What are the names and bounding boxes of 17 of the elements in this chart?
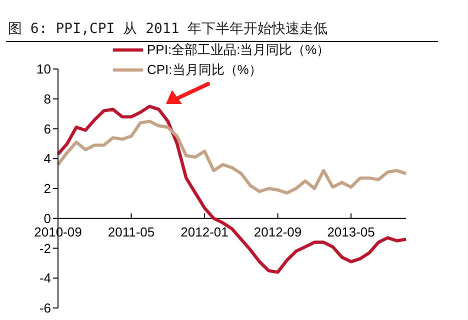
legend-label: PPI:全部工业品:当月同比（%） <box>147 41 330 59</box>
y-tick-label: -2 <box>39 240 51 256</box>
x-tick-label: 2011-05 <box>108 224 155 240</box>
line-series <box>56 120 408 195</box>
chart-title: 图 6: PPI,CPI 从 2011 年下半年开始快速走低 <box>8 20 328 38</box>
y-tick-label: 4 <box>44 151 51 166</box>
y-tick-label: -4 <box>39 270 51 286</box>
y-tick-label: 8 <box>44 91 51 106</box>
legend-label: CPI:当月同比（%） <box>147 61 262 79</box>
x-tick-label: 2012-01 <box>180 224 228 240</box>
y-tick-label: -6 <box>39 300 51 316</box>
y-tick-label: 0 <box>44 210 51 226</box>
x-tick-label: 2012-09 <box>254 224 302 240</box>
x-tick-label: 2013-05 <box>327 224 375 240</box>
y-tick-label: 10 <box>36 62 51 77</box>
y-tick-label: 6 <box>44 121 51 136</box>
y-tick-label: 2 <box>44 181 51 196</box>
